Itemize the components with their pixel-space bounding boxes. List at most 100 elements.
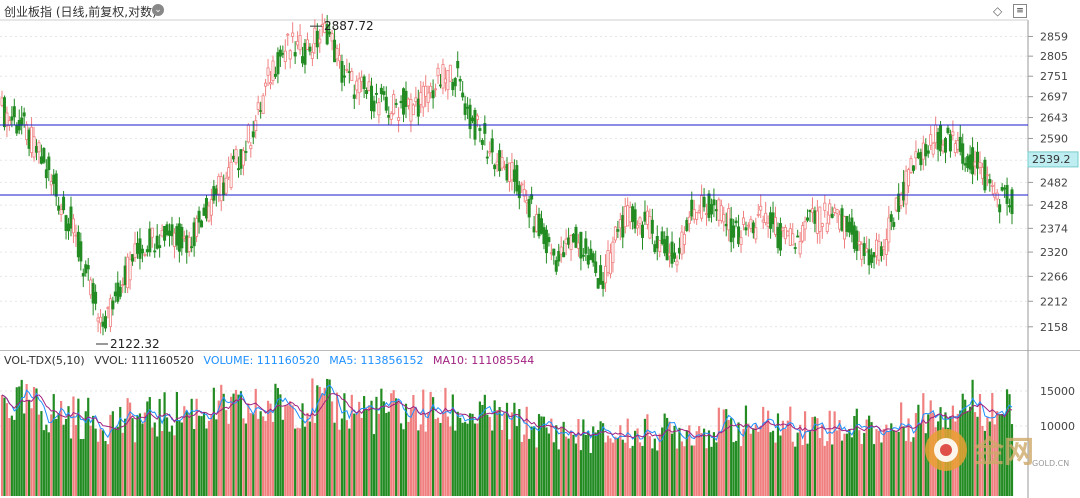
volume-bar: [826, 441, 829, 496]
volume-bar: [589, 452, 592, 496]
candle-down: [976, 151, 980, 169]
candle-up: [32, 136, 36, 158]
volume-bar: [732, 442, 735, 496]
volume-bar: [552, 442, 555, 496]
volume-bar: [520, 441, 523, 496]
volume-bar: [678, 427, 681, 496]
candle-down: [214, 188, 218, 195]
candle-down: [456, 61, 460, 69]
candle-down: [946, 127, 950, 134]
candle-up: [985, 174, 989, 177]
candle-down: [399, 100, 403, 104]
candle-up: [89, 279, 93, 296]
candle-up: [345, 68, 349, 71]
volume-bar: [811, 417, 814, 496]
candle-up: [389, 113, 393, 120]
volume-bar: [99, 428, 102, 496]
volume-bar: [500, 429, 504, 496]
candle-down: [633, 209, 637, 229]
volume-bar: [274, 383, 277, 496]
volume-bar: [845, 433, 849, 496]
candle-down: [394, 103, 398, 105]
candle-up: [429, 85, 433, 93]
candle-down: [998, 204, 1002, 213]
volume-bar: [101, 430, 105, 496]
volume-bar: [801, 445, 804, 496]
diamond-icon[interactable]: ◇: [993, 4, 1003, 18]
volume-bar: [673, 425, 676, 496]
volume-bar: [776, 413, 780, 496]
volume-bar: [685, 430, 688, 496]
candle-up: [956, 139, 960, 150]
candle-down: [1005, 184, 1009, 204]
volume-bar: [60, 400, 63, 496]
candle-down: [862, 243, 866, 257]
volume-bar: [476, 423, 479, 496]
candle-up: [74, 234, 78, 237]
candle-down: [34, 146, 38, 153]
volume-bar: [197, 415, 201, 496]
volume-bar: [451, 394, 454, 496]
volume-bar: [363, 396, 366, 496]
volume-bar: [269, 403, 272, 496]
candle-down: [402, 88, 406, 115]
candle-down: [966, 156, 970, 169]
candle-down: [140, 248, 144, 254]
candle-down: [293, 52, 297, 57]
candle-down: [485, 156, 489, 159]
volume-bar: [900, 402, 903, 496]
candle-down: [131, 254, 135, 262]
candle-down: [751, 222, 755, 234]
candle-down: [515, 165, 519, 192]
volume-bar: [986, 417, 989, 496]
ma10-line: [1, 393, 1013, 439]
volume-bar: [648, 436, 651, 496]
volume-bar: [193, 428, 196, 496]
candle-down: [1010, 189, 1014, 215]
volume-bar: [367, 405, 371, 496]
candle-down: [547, 237, 551, 243]
volume-bar: [259, 411, 262, 496]
candle-up: [636, 224, 640, 229]
candle-down: [64, 215, 68, 231]
volume-bar: [690, 445, 693, 496]
volume-bar: [611, 442, 615, 496]
candle-up: [682, 233, 686, 245]
candle-up: [25, 124, 29, 140]
candle-down: [155, 235, 159, 249]
chevron-down-icon[interactable]: ⌄: [152, 4, 164, 16]
volume-bar: [993, 424, 996, 496]
candle-up: [764, 212, 768, 224]
volume-bar: [744, 405, 748, 496]
menu-icon[interactable]: ≡: [1013, 4, 1027, 18]
volume-bar: [335, 392, 339, 496]
volume-bar: [158, 398, 161, 496]
volume-bar: [515, 426, 518, 496]
price-tick-label: 2482: [1040, 176, 1068, 189]
candle-down: [212, 186, 216, 201]
candle-up: [719, 205, 723, 222]
candle-down: [39, 156, 43, 164]
volume-bar: [717, 407, 720, 496]
volume-bar: [675, 448, 679, 496]
candle-up: [421, 85, 425, 108]
volume-bar: [739, 446, 743, 496]
volume-bar: [508, 439, 511, 496]
candle-up: [261, 95, 265, 114]
volume-bar: [136, 415, 139, 496]
volume-bar: [887, 431, 890, 496]
candle-down: [86, 265, 90, 270]
volume-bar: [370, 400, 373, 496]
candle-up: [475, 115, 479, 120]
volume-bar: [473, 423, 477, 496]
candle-up: [818, 206, 822, 232]
candle-up: [286, 33, 290, 36]
volume-bar: [291, 405, 294, 496]
candle-up: [360, 76, 364, 83]
volume-bar: [796, 432, 799, 496]
volume-bar: [478, 401, 482, 496]
volume-bar: [262, 416, 265, 496]
volume-bar: [338, 429, 341, 496]
volume-bar: [23, 413, 26, 496]
candle-up: [884, 239, 888, 255]
